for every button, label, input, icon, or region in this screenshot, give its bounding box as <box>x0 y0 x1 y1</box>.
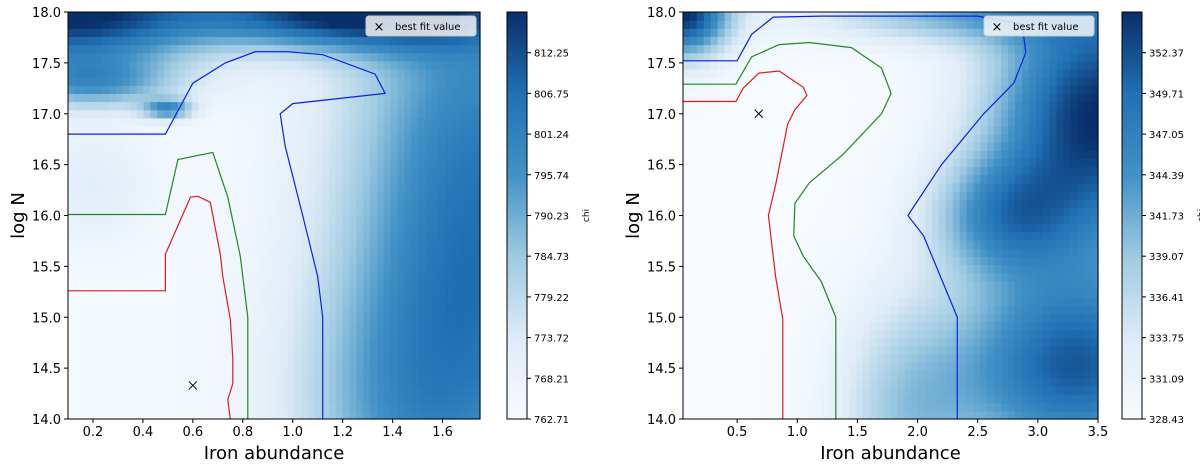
colorbar-tick-label: 762.71 <box>534 415 569 426</box>
x-axis-label: Iron abundance <box>820 443 961 464</box>
x-tick-label: 0.8 <box>232 425 253 440</box>
colorbar-tick-label: 328.43 <box>1149 415 1184 426</box>
contour-line-3 <box>683 15 1027 419</box>
y-tick-label: 15.0 <box>32 311 61 326</box>
y-tick-label: 17.0 <box>32 108 61 123</box>
contour-line-2 <box>68 151 249 419</box>
y-tick-label: 16.5 <box>32 159 61 174</box>
colorbar-tick-label: 339.07 <box>1149 252 1184 263</box>
x-tick-label: 1.2 <box>332 425 353 440</box>
contour-line-2 <box>683 41 892 419</box>
contour-line-3 <box>68 51 387 419</box>
legend-label: best fit value <box>395 22 461 33</box>
chart-panel-1: 0.2 0.4 0.6 0.8 1.0 1.2 1.4 1.6 14.0 14.5 15.0 15.5… <box>8 6 592 464</box>
legend: × best fit value <box>365 15 477 37</box>
colorbar-tick-label: 352.37 <box>1149 49 1184 60</box>
x-tick-label: 3.0 <box>1028 425 1049 440</box>
legend-marker: × <box>992 20 1003 35</box>
colorbar: 328.43 331.09 333.75 336.41 339.07 341.73 344.… <box>1121 11 1200 426</box>
best-fit-marker <box>188 381 198 390</box>
y-tick-label: 16.0 <box>32 210 61 225</box>
x-tick-label: 2.0 <box>907 425 928 440</box>
colorbar-tick-label: 347.05 <box>1149 130 1184 141</box>
colorbar-tick-label: 344.39 <box>1149 171 1184 182</box>
best-fit-marker <box>754 109 764 119</box>
contour-line-1 <box>683 70 808 419</box>
y-tick-label: 16.0 <box>647 210 676 225</box>
colorbar-label: chi <box>582 209 592 222</box>
legend: × best fit value <box>983 15 1095 37</box>
colorbar-tick-label: 333.75 <box>1149 334 1184 345</box>
colorbar-tick-label: 812.25 <box>534 49 569 60</box>
x-tick-label: 1.6 <box>432 425 453 440</box>
legend-marker: × <box>374 20 385 35</box>
y-tick-label: 17.5 <box>647 57 676 72</box>
x-tick-label: 0.6 <box>183 425 204 440</box>
colorbar-tick-label: 341.73 <box>1149 212 1184 223</box>
colorbar: 762.71 768.21 773.72 779.22 784.73 790.23 795.… <box>506 11 592 426</box>
colorbar-tick-label: 768.21 <box>534 374 569 385</box>
x-tick-label: 2.5 <box>967 425 988 440</box>
colorbar-label: chi <box>1197 209 1200 222</box>
x-tick-label: 0.5 <box>727 425 748 440</box>
colorbar-tick-label: 795.74 <box>534 171 569 182</box>
y-tick-label: 14.5 <box>32 362 61 377</box>
y-tick-label: 18.0 <box>647 6 676 21</box>
x-tick-label: 3.5 <box>1088 425 1109 440</box>
chart-panel-2: 0.5 1.0 1.5 2.0 2.5 3.0 3.5 14.0 14.5 15.0 15.5 16.… <box>623 6 1200 464</box>
colorbar-tick-label: 790.23 <box>534 212 569 223</box>
legend-box <box>365 15 477 37</box>
x-tick-label: 0.4 <box>133 425 154 440</box>
x-axis-label: Iron abundance <box>204 443 345 464</box>
legend-label: best fit value <box>1013 22 1079 33</box>
y-tick-label: 15.0 <box>647 311 676 326</box>
colorbar-tick-label: 779.22 <box>534 293 569 304</box>
y-tick-label: 17.5 <box>32 57 61 72</box>
colorbar-tick-label: 349.71 <box>1149 89 1184 100</box>
y-tick-label: 18.0 <box>32 6 61 21</box>
y-tick-label: 15.5 <box>647 260 676 275</box>
y-tick-label: 16.5 <box>647 159 676 174</box>
contour-line-1 <box>68 195 234 420</box>
y-tick-label: 14.5 <box>647 362 676 377</box>
colorbar-tick-label: 331.09 <box>1149 374 1184 385</box>
y-tick-label: 14.0 <box>32 413 61 428</box>
x-tick-label: 1.0 <box>787 425 808 440</box>
x-tick-label: 0.2 <box>83 425 104 440</box>
x-tick-label: 1.0 <box>282 425 303 440</box>
y-axis-label: log N <box>623 192 644 239</box>
y-axis-label: log N <box>8 192 29 239</box>
colorbar-tick-label: 801.24 <box>534 130 569 141</box>
heatmap-cells <box>683 12 1099 420</box>
y-tick-label: 14.0 <box>647 413 676 428</box>
y-tick-label: 17.0 <box>647 108 676 123</box>
colorbar-tick-label: 784.73 <box>534 252 569 263</box>
colorbar-tick-label: 773.72 <box>534 334 569 345</box>
colorbar-tick-label: 336.41 <box>1149 293 1184 304</box>
x-tick-label: 1.4 <box>382 425 403 440</box>
heatmap-cells <box>68 12 481 420</box>
legend-box <box>983 15 1095 37</box>
colorbar-tick-label: 806.75 <box>534 89 569 100</box>
y-tick-label: 15.5 <box>32 260 61 275</box>
x-tick-label: 1.5 <box>847 425 868 440</box>
